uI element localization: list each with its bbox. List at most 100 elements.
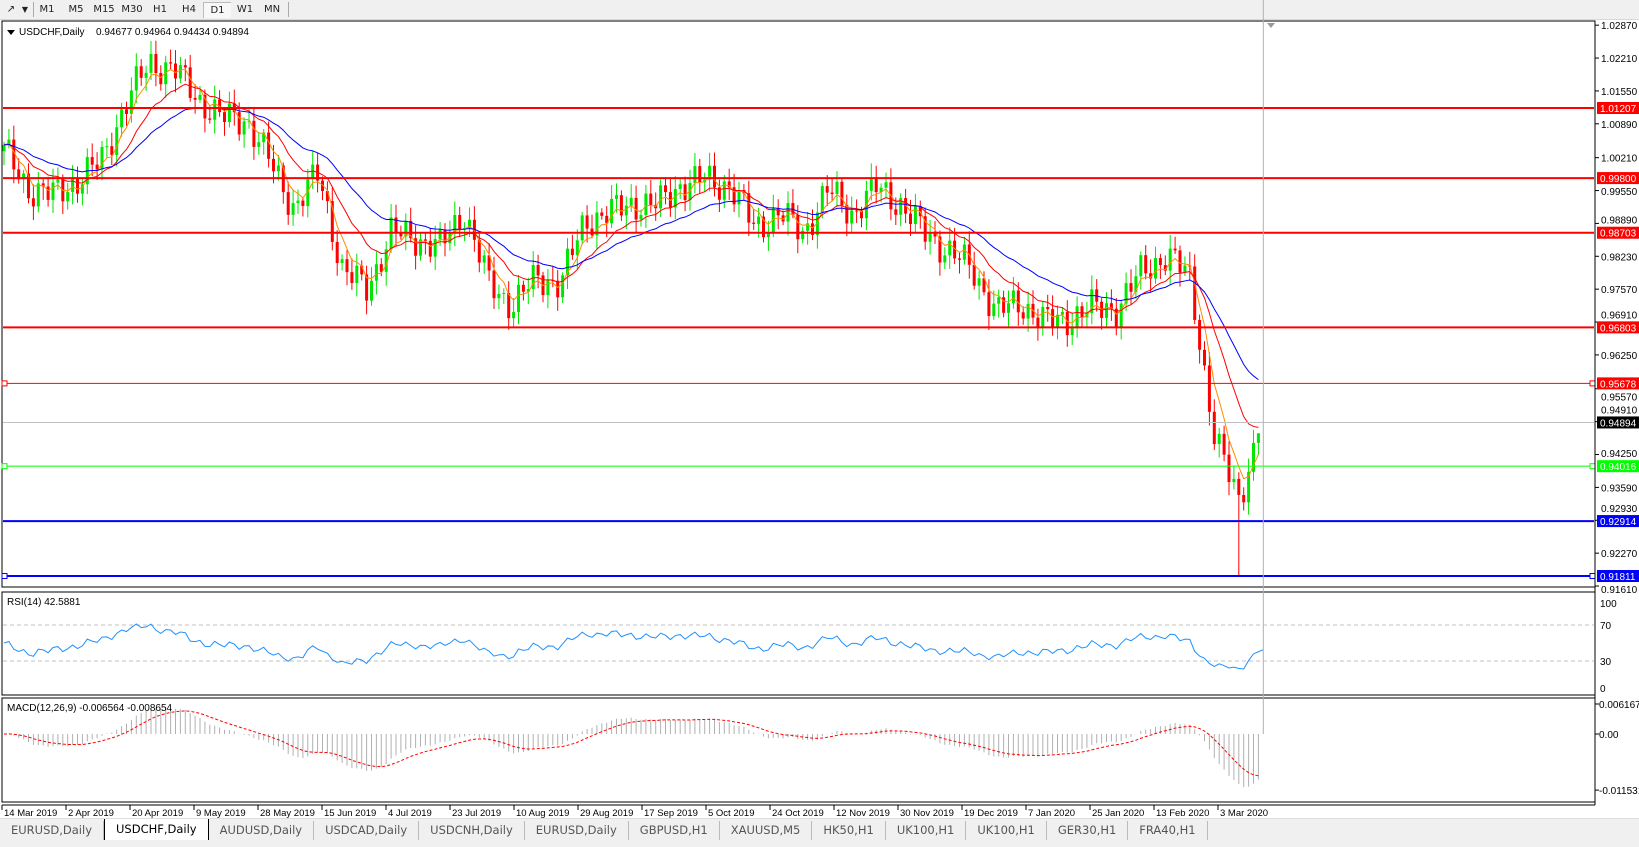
candle	[683, 176, 687, 212]
tab-eurusd-daily[interactable]: EURUSD,Daily	[0, 821, 104, 840]
candle-body	[1198, 319, 1202, 350]
candle-body	[1026, 303, 1030, 319]
chart-window[interactable]: 1.02870 1.02210 1.01550 1.00890 1.00210 0.995…	[0, 0, 1639, 818]
line-handle[interactable]	[1, 380, 8, 387]
candle-body	[384, 249, 388, 272]
candle-body	[46, 186, 50, 200]
tab-uk100-h1-2[interactable]: UK100,H1	[966, 821, 1047, 840]
timeframe-h1[interactable]: H1	[153, 4, 167, 15]
tab-fra40-h1[interactable]: FRA40,H1	[1128, 821, 1208, 840]
candle	[1021, 306, 1025, 325]
candle	[693, 153, 697, 194]
candle	[884, 172, 888, 199]
candle	[154, 40, 158, 87]
candle-body	[1178, 250, 1182, 273]
candle-body	[463, 228, 467, 230]
tab-hk50-h1[interactable]: HK50,H1	[812, 821, 886, 840]
line-price-tag-bg	[1597, 102, 1639, 114]
candle-body	[1065, 311, 1069, 336]
cursor-pointer-icon[interactable]: ↗	[6, 4, 16, 15]
candle-body	[325, 191, 329, 202]
candle	[115, 114, 119, 167]
timeframe-w1[interactable]: W1	[236, 4, 254, 15]
bid-price-tag: 0.94894	[1600, 418, 1637, 429]
candle-body	[125, 109, 128, 114]
tab-usdchf-daily[interactable]: USDCHF,Daily	[104, 819, 209, 841]
tab-xauusd-m5[interactable]: XAUUSD,M5	[720, 821, 813, 840]
line-handle[interactable]	[1589, 573, 1596, 580]
candle	[1144, 245, 1148, 280]
line-handle[interactable]	[1589, 380, 1596, 387]
price-tick-label: 0.98890	[1601, 216, 1638, 227]
rsi-pane[interactable]	[1, 591, 1596, 696]
candle	[149, 40, 153, 81]
candle-body	[1168, 248, 1172, 271]
candle	[27, 163, 30, 204]
candle-body	[1080, 306, 1084, 318]
candle-body	[1041, 306, 1045, 328]
candle-body	[71, 178, 75, 193]
candle-body	[1227, 454, 1231, 483]
tab-eurusd-daily-2[interactable]: EURUSD,Daily	[525, 821, 629, 840]
date-tick-label: 3 Mar 2020	[1220, 808, 1268, 818]
candle-body	[762, 216, 765, 238]
timeframe-m5[interactable]: M5	[68, 4, 84, 15]
timeframe-m1[interactable]: M1	[39, 4, 55, 15]
candle-body	[218, 99, 222, 113]
candle-body	[855, 210, 859, 212]
candle	[443, 223, 447, 257]
chevron-down-icon[interactable]: ▼	[21, 5, 29, 14]
candle-body	[943, 255, 947, 263]
candle-body	[321, 180, 324, 192]
candle	[1222, 425, 1226, 462]
tab-ger30-h1[interactable]: GER30,H1	[1047, 821, 1129, 840]
candle-body	[414, 238, 418, 256]
timeframe-d1[interactable]: D1	[203, 2, 231, 18]
candle	[771, 194, 775, 238]
timeframe-m15[interactable]: M15	[93, 4, 115, 15]
chart-tabs-bar: EURUSD,Daily USDCHF,Daily AUDUSD,Daily U…	[0, 818, 1639, 841]
candle-body	[605, 215, 609, 224]
line-handle[interactable]	[1, 573, 8, 580]
candle	[419, 232, 422, 261]
line-handle[interactable]	[1, 463, 8, 470]
candle-body	[1090, 289, 1094, 314]
candle-body	[639, 214, 643, 220]
candle-body	[169, 62, 173, 64]
date-tick-label: 30 Nov 2019	[900, 808, 954, 818]
candle-body	[497, 293, 501, 299]
collapse-triangle-icon[interactable]	[7, 30, 15, 35]
line-handle[interactable]	[1589, 463, 1596, 470]
candle	[747, 180, 751, 237]
candle-body	[644, 193, 648, 215]
candle-body	[144, 72, 148, 78]
timeframe-m30[interactable]: M30	[121, 4, 143, 15]
timeframe-h4[interactable]: H4	[182, 4, 196, 15]
tab-audusd-daily[interactable]: AUDUSD,Daily	[209, 821, 315, 840]
tab-uk100-h1[interactable]: UK100,H1	[886, 821, 967, 840]
candle-body	[154, 53, 158, 73]
candle-body	[786, 203, 790, 222]
candle	[330, 187, 334, 251]
candle-body	[365, 274, 369, 301]
candle-body	[198, 94, 202, 100]
candle	[1016, 282, 1020, 326]
candle	[463, 222, 467, 242]
tab-gbpusd-h1[interactable]: GBPUSD,H1	[629, 821, 720, 840]
candle	[105, 137, 109, 159]
timeframe-mn[interactable]: MN	[263, 4, 281, 15]
candle-body	[1183, 265, 1187, 273]
tab-usdcad-daily[interactable]: USDCAD,Daily	[314, 821, 420, 840]
candle-body	[487, 255, 491, 271]
candle-body	[56, 179, 60, 183]
candle-body	[134, 66, 138, 91]
candle-body	[27, 173, 30, 199]
candle-body	[330, 201, 334, 242]
candle	[629, 184, 633, 212]
tab-usdcnh-daily[interactable]: USDCNH,Daily	[419, 821, 525, 840]
chart-shift-marker-icon[interactable]	[1267, 23, 1275, 28]
price-tick-label: 0.95570	[1601, 392, 1638, 403]
main-price-pane[interactable]	[1, 20, 1596, 588]
candle-body	[698, 166, 702, 183]
macd-pane[interactable]	[1, 697, 1596, 803]
